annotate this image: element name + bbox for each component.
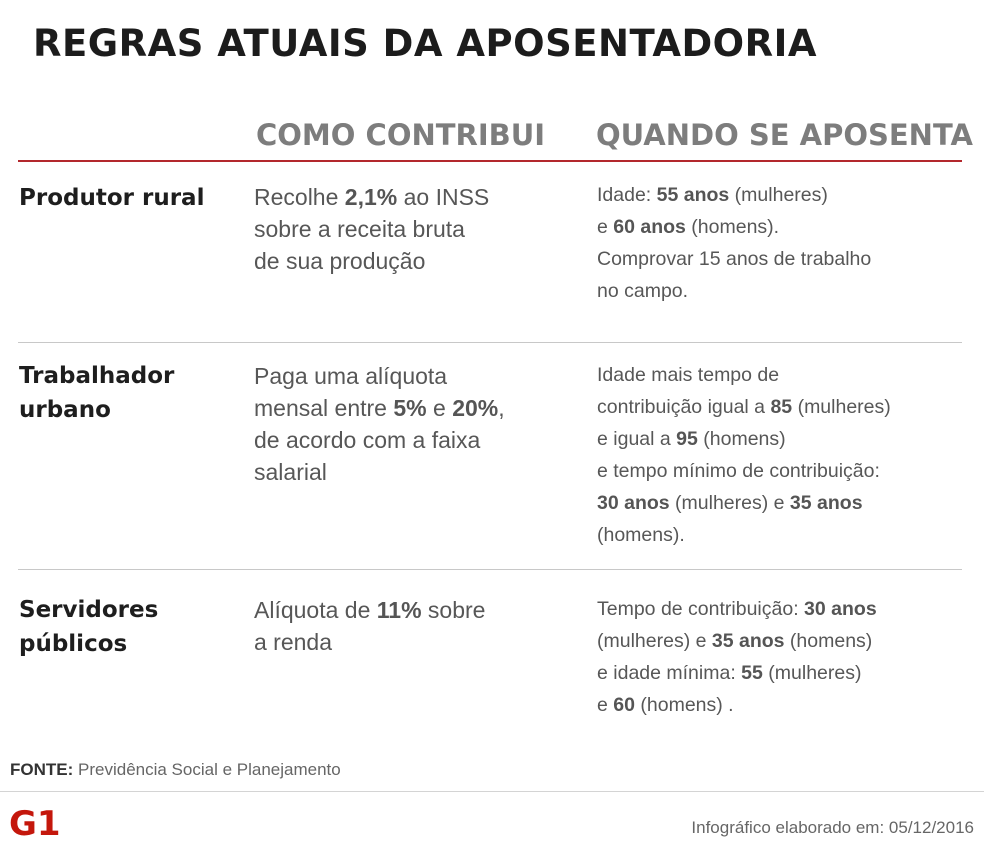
cell-line: mensal entre 5% e 20%, [254, 395, 505, 421]
highlight-value: 20% [452, 395, 499, 421]
cell-line: Recolhe 2,1% ao INSS [254, 184, 490, 210]
row-divider [18, 569, 962, 570]
highlight-value: 95 [676, 428, 698, 450]
cell-line: Idade mais tempo de [597, 364, 780, 386]
cell-line: 30 anos (mulheres) e 35 anos [597, 492, 863, 514]
retirement-cell: Tempo de contribuição: 30 anos (mulheres)… [597, 593, 877, 721]
cell-line: no campo. [597, 280, 689, 302]
retirement-cell: Idade mais tempo de contribuição igual a … [597, 359, 891, 551]
cell-line: contribuição igual a 85 (mulheres) [597, 396, 891, 418]
cell-line: e igual a 95 (homens) [597, 428, 786, 450]
g1-logo: G1 [8, 804, 61, 844]
cell-line: Tempo de contribuição: 30 anos [597, 598, 877, 620]
cell-line: Idade: 55 anos (mulheres) [597, 184, 828, 206]
cell-line: e idade mínima: 55 (mulheres) [597, 662, 862, 684]
contribution-cell: Recolhe 2,1% ao INSS sobre a receita brut… [254, 181, 489, 277]
footer-divider [0, 791, 984, 792]
highlight-value: 60 [613, 694, 635, 716]
cell-line: e tempo mínimo de contribuição: [597, 460, 880, 482]
highlight-value: 55 anos [656, 184, 730, 206]
row-label-urban-worker: Trabalhador urbano [19, 359, 174, 427]
row-label-line: Produtor rural [19, 185, 205, 211]
contribution-cell: Alíquota de 11% sobre a renda [254, 594, 485, 658]
highlight-value: 30 anos [597, 492, 670, 514]
contribution-cell: Paga uma alíquota mensal entre 5% e 20%, d… [254, 360, 505, 488]
credit-note: Infográfico elaborado em: 05/12/2016 [691, 818, 974, 837]
highlight-value: 60 anos [613, 216, 686, 238]
cell-line: e 60 anos (homens). [597, 216, 780, 238]
cell-line: Alíquota de 11% sobre [254, 597, 486, 623]
cell-line: Comprovar 15 anos de trabalho [597, 248, 872, 270]
row-label-rural-producer: Produtor rural [19, 181, 204, 215]
cell-line: salarial [254, 459, 327, 485]
header-retirement: QUANDO SE APOSENTA [596, 118, 973, 152]
cell-line: sobre a receita bruta [254, 216, 465, 242]
infographic-title: REGRAS ATUAIS DA APOSENTADORIA [33, 22, 818, 65]
cell-line: Paga uma alíquota [254, 363, 448, 389]
row-label-line: Servidores [19, 597, 159, 623]
highlight-value: 85 [770, 396, 793, 418]
source-label: FONTE: [10, 760, 74, 779]
header-contribution: COMO CONTRIBUI [256, 118, 546, 152]
cell-line: (homens). [597, 524, 685, 546]
row-label-line: urbano [19, 397, 111, 423]
highlight-value: 5% [393, 395, 427, 421]
row-label-line: Trabalhador [19, 363, 175, 389]
cell-line: de sua produção [254, 248, 426, 274]
source-text: Previdência Social e Planejamento [73, 760, 341, 779]
highlight-value: 30 anos [804, 598, 877, 620]
highlight-value: 2,1% [344, 184, 398, 210]
source-note: FONTE: Previdência Social e Planejamento [10, 760, 341, 780]
cell-line: de acordo com a faixa [254, 427, 481, 453]
g1-logo-text: G1 [9, 804, 60, 838]
cell-line: (mulheres) e 35 anos (homens) [597, 630, 873, 652]
highlight-value: 55 [741, 662, 763, 684]
cell-line: a renda [254, 629, 333, 655]
highlight-value: 35 anos [789, 492, 863, 514]
row-divider [18, 342, 962, 343]
cell-line: e 60 (homens) . [597, 694, 734, 716]
retirement-cell: Idade: 55 anos (mulheres) e 60 anos (home… [597, 179, 871, 307]
header-divider [18, 160, 962, 162]
row-label-line: públicos [19, 631, 128, 657]
highlight-value: 11% [376, 597, 422, 623]
row-label-public-servants: Servidores públicos [19, 593, 158, 661]
highlight-value: 35 anos [711, 630, 785, 652]
